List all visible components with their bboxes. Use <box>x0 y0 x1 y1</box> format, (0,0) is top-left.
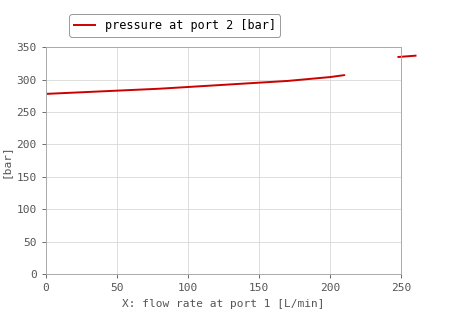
X-axis label: X: flow rate at port 1 [L/min]: X: flow rate at port 1 [L/min] <box>122 299 324 309</box>
Y-axis label: [bar]: [bar] <box>1 144 11 178</box>
Legend: pressure at port 2 [bar]: pressure at port 2 [bar] <box>69 14 280 37</box>
